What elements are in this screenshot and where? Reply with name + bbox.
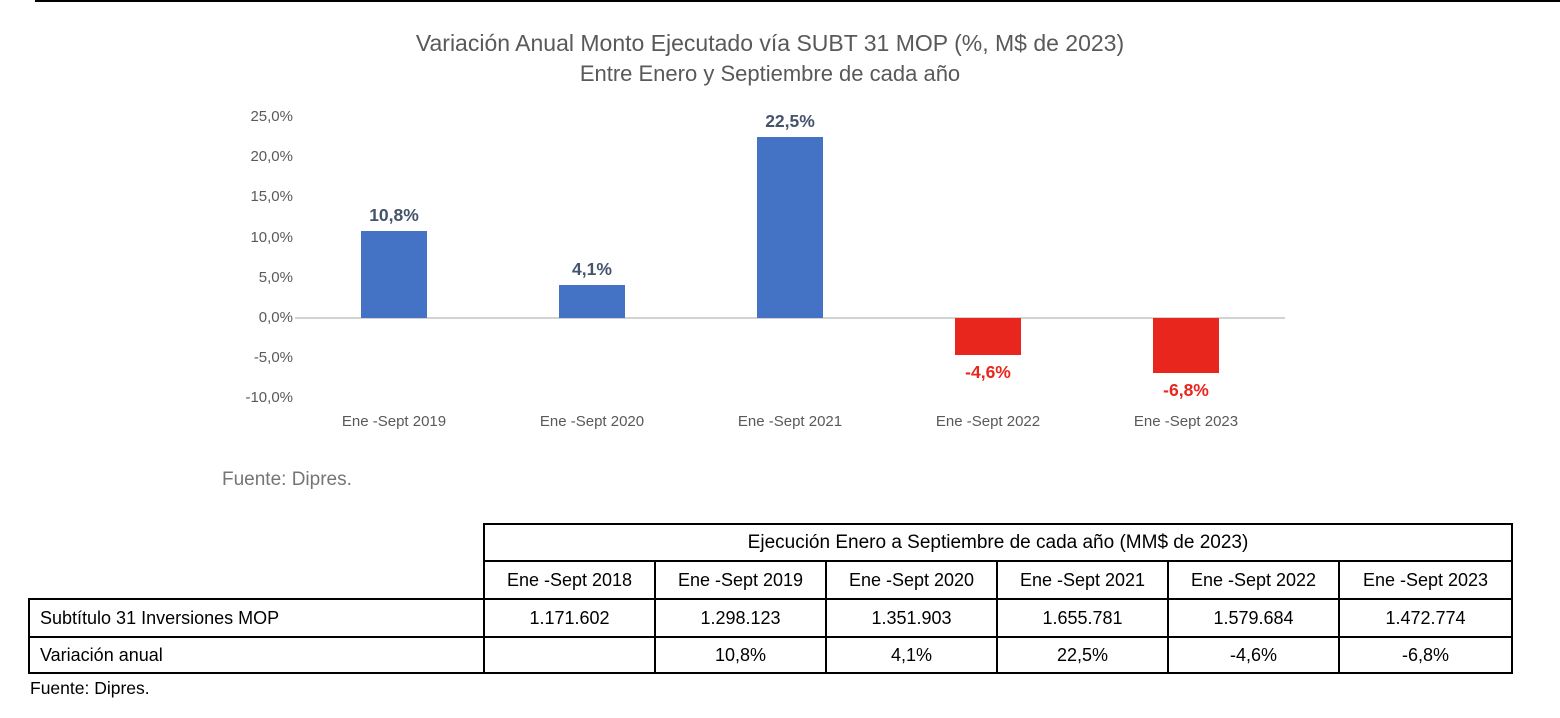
table-cell: 1.298.123 (654, 598, 827, 638)
chart-subtitle: Entre Enero y Septiembre de cada año (579, 61, 961, 86)
x-axis-line (295, 317, 1285, 319)
bar-data-label: 4,1% (572, 259, 612, 279)
bar-data-label: 10,8% (369, 205, 419, 225)
x-axis-category-label: Ene -Sept 2019 (341, 413, 447, 430)
bar-data-label: 22,5% (765, 111, 815, 131)
table-cell: -6,8% (1338, 636, 1513, 674)
table-empty-corner (29, 524, 484, 561)
y-axis-tick-label: -10,0% (245, 389, 293, 407)
column-header: Ene -Sept 2018 (483, 560, 656, 600)
bar-data-label: -6,8% (1163, 380, 1209, 400)
bar-5 (1153, 318, 1219, 373)
x-axis-category-label: Ene -Sept 2021 (737, 413, 843, 430)
table-cell (483, 636, 656, 674)
execution-table: Ejecución Enero a Septiembre de cada año… (28, 523, 1513, 674)
column-header: Ene -Sept 2020 (825, 560, 998, 600)
y-axis-tick-label: 10,0% (250, 228, 293, 246)
table-cell: 1.351.903 (825, 598, 998, 638)
y-axis-tick-label: 15,0% (250, 188, 293, 206)
table-header-row: Ene -Sept 2018 Ene -Sept 2019 Ene -Sept … (29, 560, 1513, 600)
bar-1 (361, 231, 427, 318)
y-axis-tick-label: 25,0% (250, 108, 293, 125)
chart-source-note: Fuente: Dipres. (222, 469, 352, 490)
table-cell: -4,6% (1167, 636, 1340, 674)
column-header: Ene -Sept 2019 (654, 560, 827, 600)
bar-4 (955, 318, 1021, 355)
x-axis-category-label: Ene -Sept 2022 (935, 413, 1041, 430)
chart-title-block: Variación Anual Monto Ejecutado vía SUBT… (10, 28, 1530, 90)
bar-data-label: -4,6% (965, 362, 1011, 382)
y-axis-tick-label: 0,0% (258, 309, 293, 326)
table-row: Variación anual 10,8% 4,1% 22,5% -4,6% -… (28, 636, 1513, 674)
table-title-row: Ejecución Enero a Septiembre de cada año… (29, 523, 1513, 562)
table-row: Subtítulo 31 Inversiones MOP 1.171.602 1… (28, 598, 1513, 638)
table-empty-corner (29, 561, 484, 599)
x-axis-category-label: Ene -Sept 2020 (539, 413, 645, 430)
bar-3 (757, 137, 823, 318)
table-cell: 10,8% (654, 636, 827, 674)
table-title: Ejecución Enero a Septiembre de cada año… (483, 523, 1513, 562)
table-cell: 1.171.602 (483, 598, 656, 638)
column-header: Ene -Sept 2023 (1338, 560, 1513, 600)
y-axis-tick-label: 20,0% (250, 148, 293, 166)
table-cell: 1.579.684 (1167, 598, 1340, 638)
table-cell: 4,1% (825, 636, 998, 674)
column-header: Ene -Sept 2021 (996, 560, 1169, 600)
y-axis-tick-label: 5,0% (258, 268, 293, 286)
top-border-rule (35, 0, 1560, 2)
row-label: Variación anual (28, 636, 485, 674)
table-cell: 22,5% (996, 636, 1169, 674)
table-cell: 1.655.781 (996, 598, 1169, 638)
y-axis-tick-label: -5,0% (253, 349, 293, 367)
column-header: Ene -Sept 2022 (1167, 560, 1340, 600)
x-axis-category-label: Ene -Sept 2023 (1133, 413, 1239, 430)
chart-title: Variación Anual Monto Ejecutado vía SUBT… (415, 30, 1125, 56)
table-cell: 1.472.774 (1338, 598, 1513, 638)
row-label: Subtítulo 31 Inversiones MOP (28, 598, 485, 638)
table-source-note: Fuente: Dipres. (30, 678, 150, 698)
bar-2 (559, 285, 625, 318)
